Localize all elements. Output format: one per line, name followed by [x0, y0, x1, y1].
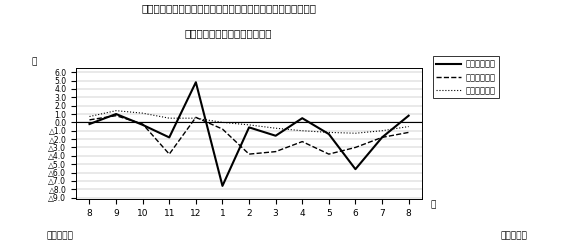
Text: ％: ％: [31, 58, 36, 67]
Legend: 現金給与総額, 総実労働時間, 常用雇用指数: 現金給与総額, 総実労働時間, 常用雇用指数: [433, 56, 499, 98]
Text: 第４図　　賣金、労働時間、常用雇用指数対前年同月比の推移: 第４図 賣金、労働時間、常用雇用指数対前年同月比の推移: [141, 4, 316, 14]
Text: 月: 月: [431, 200, 436, 209]
Text: 平成２０年: 平成２０年: [47, 232, 74, 241]
Text: （規模５人以上　調査産業計）: （規模５人以上 調査産業計）: [185, 28, 272, 38]
Text: 平成２１年: 平成２１年: [500, 232, 527, 241]
